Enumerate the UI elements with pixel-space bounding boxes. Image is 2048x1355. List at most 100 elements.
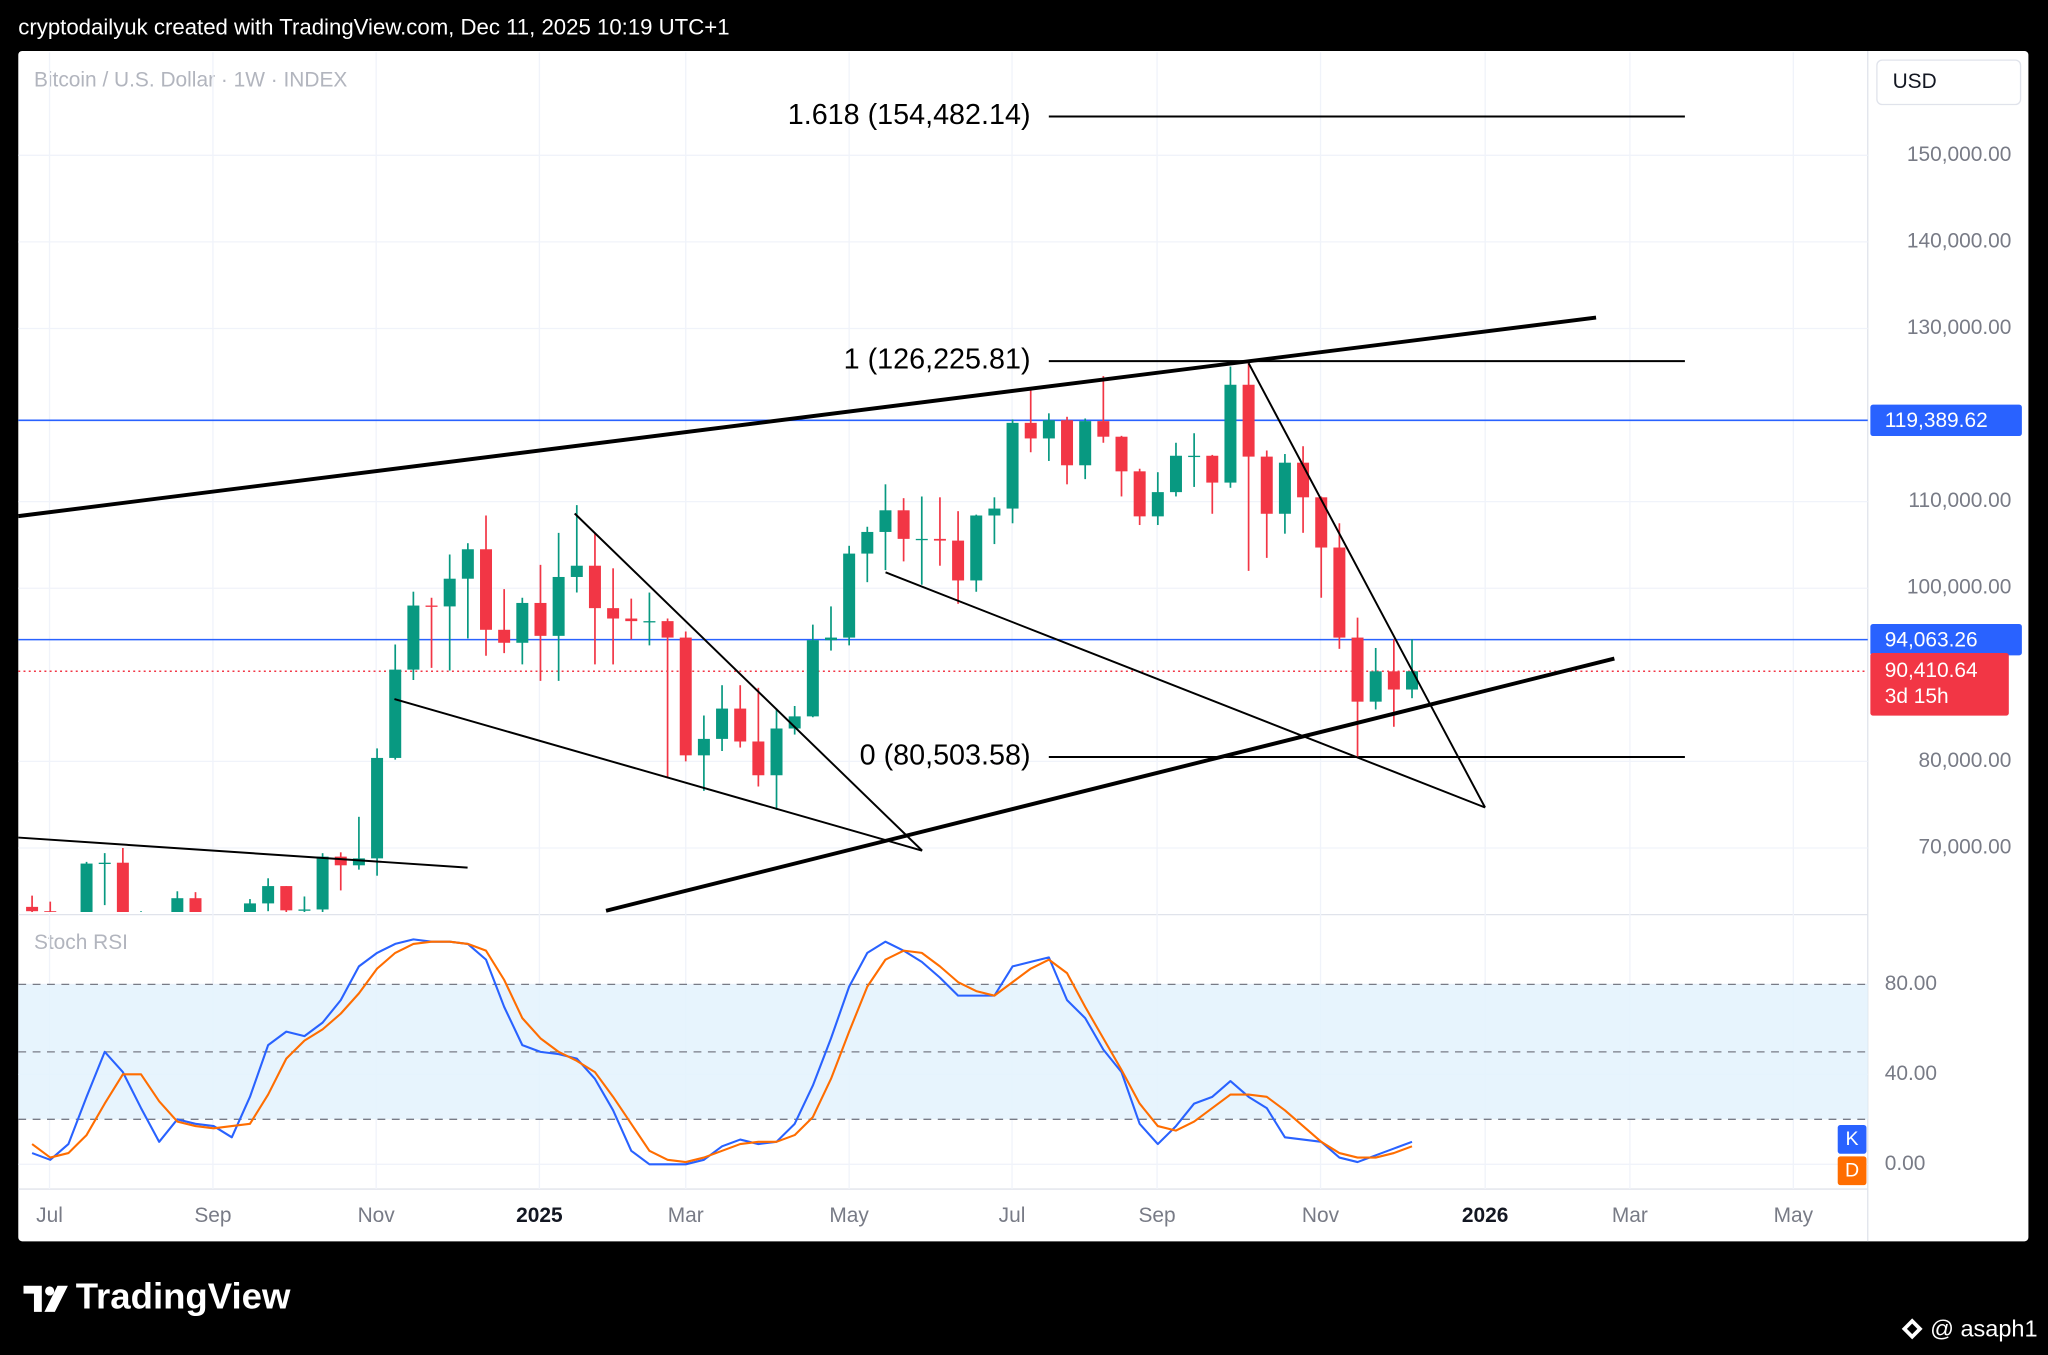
y-tick-label: 80.00	[1885, 972, 1937, 995]
logo-mark	[44, 1285, 68, 1312]
candle-body	[915, 538, 928, 541]
x-tick-label: Sep	[1139, 1204, 1176, 1227]
candle-body	[752, 741, 765, 776]
stoch-line	[31, 940, 1413, 1164]
candle-body	[371, 757, 384, 859]
candle-body	[552, 576, 565, 636]
candle-body	[534, 602, 547, 636]
y-tick-label: 140,000.00	[1907, 229, 2012, 252]
candle-body	[788, 716, 801, 729]
price-badge	[1870, 623, 2022, 656]
candle-body	[879, 510, 892, 532]
candle-body	[1206, 455, 1219, 483]
candle-body	[1061, 420, 1074, 466]
currency-box[interactable]	[1876, 59, 2022, 106]
candle-body	[952, 540, 965, 581]
candle-body	[1351, 637, 1364, 702]
x-tick-label: 2026	[1462, 1204, 1508, 1227]
currency: USD	[1893, 70, 1937, 93]
candle-body	[189, 898, 202, 913]
candle-body	[1151, 492, 1164, 517]
stoch-lines	[31, 938, 1413, 1166]
x-tick-label: Nov	[358, 1204, 396, 1227]
logo-text: TradingView	[76, 1275, 291, 1316]
candle-body	[498, 629, 511, 643]
labels: Jul Sep Nov 2025 Mar May Jul Sep Nov 2026 Mar May 15…	[36, 99, 2022, 1227]
candle-body	[933, 538, 946, 541]
last-price-badge	[1870, 652, 2009, 716]
indicator-title: Stoch RSI	[34, 931, 128, 954]
x-tick-label: Mar	[668, 1204, 704, 1227]
candle-body	[80, 863, 93, 913]
wedge-line	[394, 698, 923, 852]
candle-body	[607, 608, 620, 619]
candle-body	[1387, 671, 1400, 690]
legend-label: K	[1846, 1128, 1859, 1150]
candle-body	[716, 708, 729, 739]
candle-body	[1369, 671, 1382, 702]
legend-badge	[1837, 1156, 1867, 1186]
candle-body	[171, 898, 184, 913]
candle-body	[661, 621, 674, 638]
logo-mark	[23, 1285, 42, 1312]
candle-body	[407, 605, 420, 670]
candle-body	[843, 553, 856, 638]
symbol-title: Bitcoin / U.S. Dollar · 1W · INDEX	[34, 69, 347, 92]
y-tick-label: 100,000.00	[1907, 576, 2012, 599]
candle-body	[352, 858, 365, 866]
candle-body	[679, 637, 692, 756]
candle-body	[334, 856, 347, 866]
candle-body	[570, 565, 583, 577]
candle-body	[1406, 671, 1419, 690]
candle-body	[116, 862, 129, 913]
candle-body	[625, 618, 638, 622]
candle-body	[480, 549, 493, 630]
candle-body	[734, 708, 747, 742]
candle-body	[1224, 384, 1237, 483]
candle-body	[1260, 456, 1273, 514]
header-text: cryptodailyuk created with TradingView.c…	[18, 15, 729, 40]
candles	[26, 361, 1419, 913]
y-tick-label: 70,000.00	[1919, 835, 2012, 858]
candle-body	[443, 578, 456, 607]
candle-body	[1297, 462, 1310, 498]
x-tick-label: Jul	[999, 1204, 1026, 1227]
candle-body	[825, 637, 837, 641]
candle-body	[697, 738, 710, 756]
price-badge-label: 94,063.26	[1885, 628, 1978, 651]
wedge-line	[1247, 362, 1486, 808]
x-tick-label: 2025	[516, 1204, 563, 1227]
price-badge-label: 119,389.62	[1885, 409, 1988, 432]
trend-drawings	[18, 315, 1615, 913]
candle-body	[1024, 422, 1037, 439]
candle-body	[1188, 455, 1201, 458]
price-badge	[1870, 404, 2022, 437]
candle-body	[1278, 462, 1291, 514]
candle-body	[861, 531, 874, 554]
candle-body	[1097, 421, 1110, 437]
candle-body	[98, 862, 111, 865]
fib-label: 0 (80,503.58)	[860, 740, 1031, 772]
trend-line	[605, 656, 1615, 913]
wedge-line	[885, 571, 1486, 809]
candle-body	[1042, 420, 1055, 439]
stoch-band	[18, 983, 1868, 1120]
candle-body	[26, 906, 39, 912]
user-handle: @ asaph1	[1930, 1315, 2037, 1341]
y-tick-label: 130,000.00	[1907, 316, 2012, 339]
candle-body	[770, 728, 783, 776]
y-tick-label: 150,000.00	[1907, 143, 2012, 166]
candle-body	[1115, 436, 1128, 472]
fib-label: 1.618 (154,482.14)	[788, 99, 1031, 131]
logo	[23, 1285, 68, 1312]
logo-mark	[45, 1286, 55, 1296]
candle-body	[970, 515, 983, 581]
y-tick-label: 80,000.00	[1919, 749, 2012, 772]
y-tick-label: 110,000.00	[1908, 489, 2011, 512]
countdown-label: 3d 15h	[1885, 685, 1949, 708]
candle-body	[1333, 547, 1346, 638]
last-price-label: 90,410.64	[1885, 659, 1978, 682]
candle-body	[1006, 422, 1019, 509]
